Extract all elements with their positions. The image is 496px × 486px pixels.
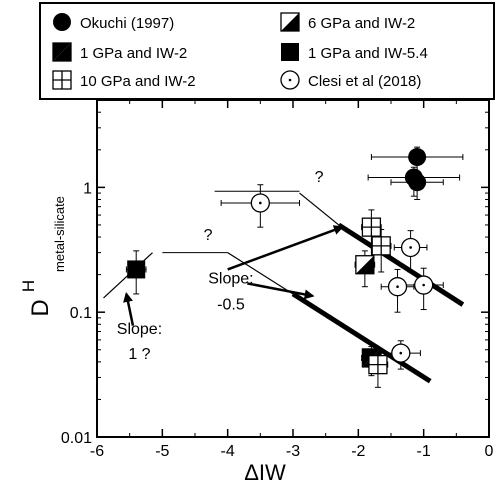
annotations: ?? Slope: -0.5 Slope: 1 ?	[117, 169, 324, 363]
legend-label: Okuchi (1997)	[80, 15, 174, 32]
dotted-circle-dot	[396, 285, 399, 289]
slope-label-line1: Slope:	[208, 270, 253, 287]
data-point	[361, 217, 382, 237]
x-tick-label: -2	[351, 443, 365, 460]
question-lower: ?	[204, 227, 213, 244]
half-square-fill	[281, 13, 299, 31]
x-tick-label: -6	[90, 443, 104, 460]
x-tick-label: -3	[286, 443, 300, 460]
data-point	[368, 354, 388, 375]
x-tick-label: -5	[155, 443, 169, 460]
legend-label: Clesi et al (2018)	[308, 73, 421, 90]
legend-label: 1 GPa and IW-2	[80, 45, 187, 62]
axis-ticks: -6 -5 -4 -3 -2 -1 0 0.01 0.1 1	[61, 99, 494, 460]
data-point	[371, 236, 391, 256]
slope-label-line2: -0.5	[217, 297, 245, 314]
filled-circle-marker	[53, 13, 71, 31]
filled-circle-marker	[408, 173, 427, 192]
plot-frame	[96, 99, 490, 438]
dotted-circle-dot	[399, 351, 403, 355]
data-point	[387, 277, 408, 297]
data-point	[408, 148, 427, 167]
trend-lines	[103, 192, 465, 384]
data-point	[391, 343, 411, 363]
dotted-circle-dot	[288, 78, 292, 82]
data-points	[127, 148, 434, 375]
legend-label: 6 GPa and IW-2	[308, 15, 415, 32]
question-upper: ?	[315, 169, 324, 186]
half-square-triangle-fill-2	[53, 43, 71, 61]
slope-0.5-upper-thin	[299, 192, 340, 226]
y-axis-title-sub: metal-silicate	[52, 196, 67, 272]
arrow-to-lower-line	[247, 282, 315, 300]
slope-0.5-lower	[291, 291, 432, 384]
legend-marker	[281, 43, 299, 61]
data-point	[414, 275, 434, 295]
half-square-fill	[355, 255, 374, 274]
x-axis-title: ΔIW	[244, 460, 286, 485]
filled-square-marker	[281, 43, 299, 61]
slope1-label-line2: 1 ?	[128, 346, 150, 363]
arrows	[123, 225, 344, 326]
dotted-circle-dot	[409, 246, 412, 249]
data-point	[127, 260, 146, 279]
data-point	[355, 255, 375, 275]
x-tick-label: -4	[221, 443, 235, 460]
y-tick-label: 0.01	[61, 430, 92, 447]
data-point	[250, 193, 270, 213]
dotted-circle-dot	[259, 201, 262, 205]
y-axis-title: D H metal-silicate	[19, 196, 67, 317]
legend-marker	[52, 42, 72, 62]
dotted-circle-dot	[422, 283, 425, 287]
legend-marker	[280, 12, 300, 32]
slope1-label-line1: Slope:	[117, 321, 162, 338]
filled-circle-marker	[408, 148, 427, 167]
data-point	[400, 237, 421, 258]
legend-label: 1 GPa and IW-5.4	[308, 45, 428, 62]
x-tick-label: 0	[485, 443, 494, 460]
reference-lines	[162, 190, 300, 254]
x-tick-label: -1	[417, 443, 431, 460]
legend-marker	[280, 70, 300, 90]
slope-0.5-lower-thin	[227, 252, 294, 295]
filled-square-marker	[127, 260, 146, 279]
y-axis-title-main: D	[27, 299, 54, 316]
legend-label: 10 GPa and IW-2	[80, 73, 196, 90]
legend-marker	[52, 70, 72, 90]
legend: Okuchi (1997) 6 GPa and IW-2 1 GPa and IW-…	[39, 2, 495, 100]
y-tick-label: 0.1	[70, 305, 92, 322]
y-axis-title-sup: H	[19, 280, 38, 292]
data-point	[408, 173, 427, 192]
arrow-to-upper-line	[227, 225, 344, 271]
legend-marker	[53, 13, 71, 31]
arrow-to-slope1	[123, 291, 135, 326]
y-tick-label: 1	[83, 180, 92, 197]
legend-box	[39, 2, 495, 100]
slope-0.5-upper	[337, 222, 465, 307]
